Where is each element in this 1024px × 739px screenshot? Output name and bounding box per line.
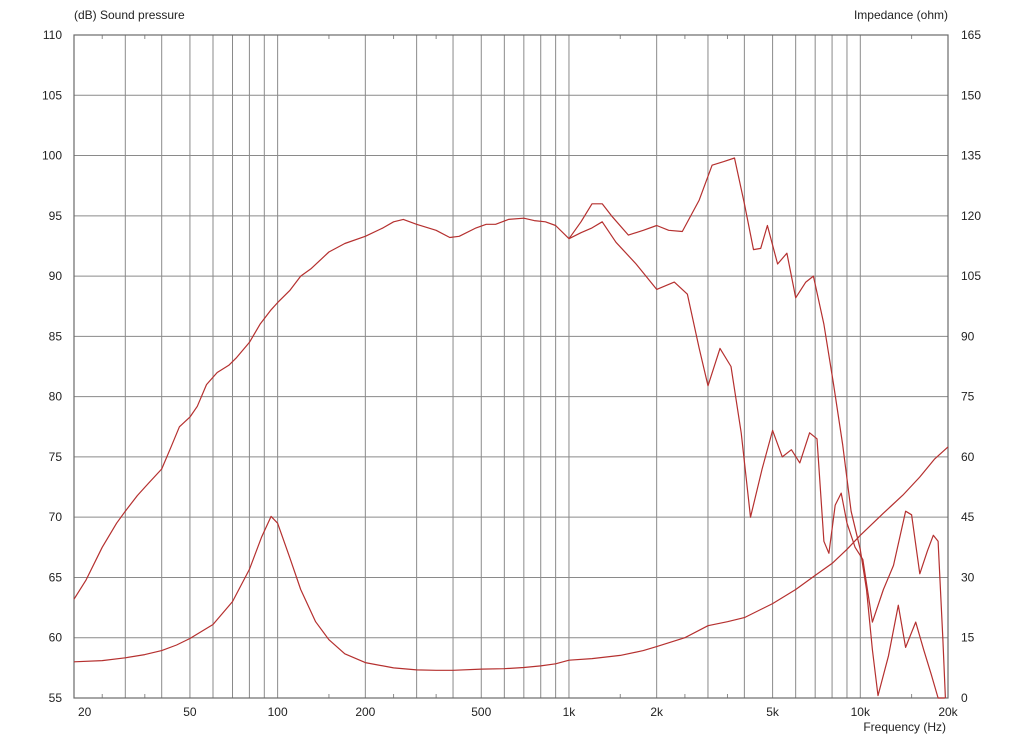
x-tick-label: 200 (355, 705, 375, 719)
y-left-tick-label: 110 (43, 28, 62, 42)
y-left-tick-label: 100 (42, 149, 62, 163)
x-tick-label: 10k (851, 705, 871, 719)
y-left-tick-label: 55 (49, 691, 63, 705)
x-tick-label: 20 (78, 705, 92, 719)
x-tick-label: 20k (938, 705, 958, 719)
y-right-tick-label: 165 (961, 28, 981, 42)
y-right-tick-label: 120 (961, 209, 981, 223)
x-tick-label: 2k (650, 705, 664, 719)
y-right-tick-label: 90 (961, 329, 975, 343)
y-left-tick-label: 60 (49, 631, 63, 645)
y-right-tick-label: 30 (961, 570, 975, 584)
y-right-tick-label: 15 (961, 631, 975, 645)
y-left-tick-label: 65 (49, 570, 63, 584)
plot-frame (73, 34, 949, 699)
x-tick-label: 5k (766, 705, 780, 719)
y-right-tick-label: 135 (961, 149, 981, 163)
top-minor-ticks (101, 35, 913, 698)
y-right-tick-label: 150 (961, 88, 981, 102)
y-left-tick-label: 105 (42, 88, 62, 102)
curve-sound-pressure-off-axis (568, 221, 946, 699)
y-left-tick-label: 80 (49, 390, 63, 404)
y-left-tick-label: 75 (49, 450, 63, 464)
x-tick-label: 500 (471, 705, 491, 719)
y-right-tick-label: 60 (961, 450, 975, 464)
x-tick-label: 100 (268, 705, 288, 719)
y-left-tick-label: 85 (49, 329, 63, 343)
y-left-tick-label: 95 (49, 209, 63, 223)
y-right-tick-label: 105 (961, 269, 981, 283)
x-tick-label: 50 (183, 705, 197, 719)
y-left-tick-label: 90 (49, 269, 63, 283)
y-right-axis-title: Impedance (ohm) (854, 8, 948, 22)
x-tick-label: 1k (563, 705, 577, 719)
curve-impedance (73, 446, 949, 671)
y-right-tick-label: 45 (961, 510, 975, 524)
curve-sound-pressure-on-axis (73, 157, 945, 699)
y-right-tick-label: 75 (961, 390, 975, 404)
y-left-tick-label: 70 (49, 510, 63, 524)
horizontal-gridlines (74, 94, 948, 639)
x-axis-title: Frequency (Hz) (863, 720, 946, 734)
y-right-tick-label: 0 (961, 691, 968, 705)
x-tick-labels: 20 50 100 200 500 1k 2k 5k 10k 20k (78, 705, 959, 719)
y-left-axis-title: (dB) Sound pressure (74, 8, 185, 22)
curves (73, 157, 949, 699)
vertical-gridlines (73, 35, 949, 698)
y-left-tick-labels: 110 105 100 95 90 85 80 75 70 65 60 55 (42, 28, 62, 705)
